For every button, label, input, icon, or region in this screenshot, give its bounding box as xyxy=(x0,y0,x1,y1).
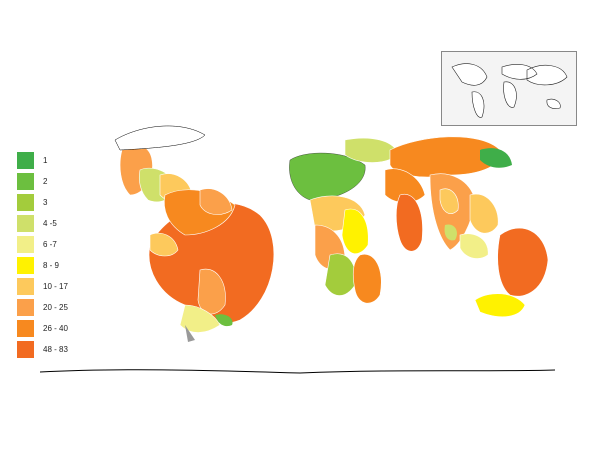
region-madagascar xyxy=(352,253,382,304)
legend-swatch xyxy=(17,299,34,316)
region-uruguay xyxy=(215,314,233,327)
world-locator-inset xyxy=(441,51,577,126)
legend-item: 10 - 17 xyxy=(17,276,68,297)
legend-swatch xyxy=(17,320,34,337)
legend-item: 1 xyxy=(17,150,68,171)
legend-item: 3 xyxy=(17,192,68,213)
region-africa-center xyxy=(341,208,369,254)
legend: 1 2 3 4 -5 6 -7 8 - 9 10 - 17 20 - 25 26 - 40 48 … xyxy=(17,150,68,360)
region-europe xyxy=(289,152,366,201)
region-south-cone xyxy=(197,268,226,315)
region-asia-small xyxy=(444,224,457,241)
region-south-america-west xyxy=(149,232,179,257)
legend-swatch xyxy=(17,152,34,169)
legend-item: 8 - 9 xyxy=(17,255,68,276)
legend-item: 20 - 25 xyxy=(17,297,68,318)
legend-label: 6 -7 xyxy=(43,240,57,249)
legend-swatch xyxy=(17,341,34,358)
region-central-asia xyxy=(384,168,426,203)
legend-swatch xyxy=(17,236,34,253)
legend-label: 3 xyxy=(43,198,48,207)
legend-label: 10 - 17 xyxy=(43,282,68,291)
region-southeast-asia xyxy=(459,233,489,259)
legend-item: 26 - 40 xyxy=(17,318,68,339)
legend-swatch xyxy=(17,194,34,211)
world-map-locator-icon xyxy=(451,63,568,118)
region-arctic-north xyxy=(114,125,206,151)
region-tierra-fuego xyxy=(185,325,195,342)
region-east-asia xyxy=(480,148,512,168)
legend-swatch xyxy=(17,257,34,274)
region-africa-east xyxy=(324,253,356,296)
legend-swatch xyxy=(17,278,34,295)
legend-label: 1 xyxy=(43,156,48,165)
region-indonesia xyxy=(497,227,549,297)
legend-label: 48 - 83 xyxy=(43,345,68,354)
legend-label: 20 - 25 xyxy=(43,303,68,312)
legend-item: 2 xyxy=(17,171,68,192)
legend-item: 6 -7 xyxy=(17,234,68,255)
legend-swatch xyxy=(17,173,34,190)
legend-label: 2 xyxy=(43,177,48,186)
legend-label: 26 - 40 xyxy=(43,324,68,333)
region-sri-lanka-large xyxy=(395,193,423,252)
legend-item: 4 -5 xyxy=(17,213,68,234)
legend-swatch xyxy=(17,215,34,232)
legend-item: 48 - 83 xyxy=(17,339,68,360)
region-australia xyxy=(474,293,526,318)
legend-label: 4 -5 xyxy=(43,219,57,228)
region-china-south xyxy=(469,193,499,234)
region-india-inner xyxy=(439,188,459,214)
antarctica-outline xyxy=(39,369,556,374)
region-south-america-east xyxy=(199,188,233,215)
legend-label: 8 - 9 xyxy=(43,261,60,270)
